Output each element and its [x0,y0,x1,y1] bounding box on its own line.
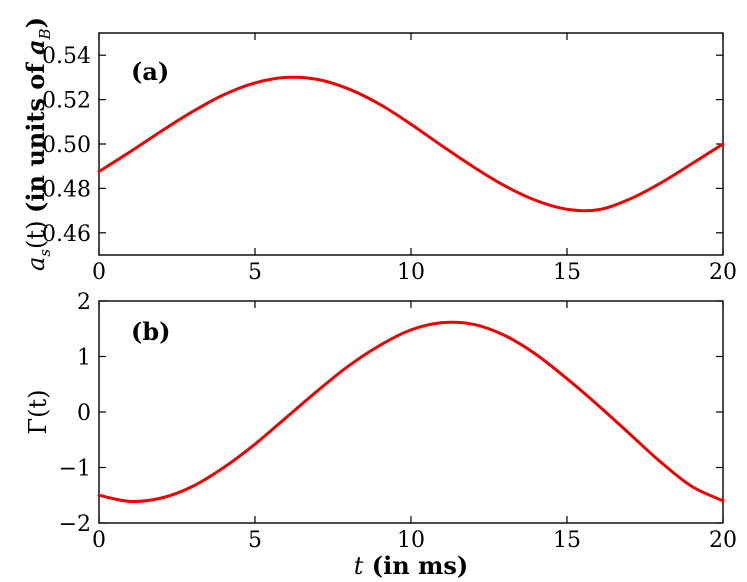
panel-b-label: (b) [131,317,171,346]
x-tick-label: 15 [553,528,581,553]
xlabel-var: t [354,552,364,580]
ylabel-a-bold: (in units of [21,55,50,213]
y-tick-label: 0.46 [42,222,91,247]
y-tick-label: 0.50 [42,133,91,158]
panel-b-series-line [97,320,725,503]
x-tick-label: 10 [397,260,425,285]
xlabel-rest: (in ms) [363,551,468,580]
y-tick-label: −2 [59,512,91,537]
panel-b-frame [98,300,724,524]
panel-a-ticks: 0 5 10 15 20 0.46 0.48 0.50 0.52 0.54 [42,33,737,285]
y-tick-label: 0.54 [42,44,91,69]
x-tick-label: 5 [248,260,262,285]
ylabel-a-close: ) [21,17,50,28]
ylabel-a-var2: a [21,39,50,55]
y-tick-label: 1 [77,346,91,371]
panel-a: 0 5 10 15 200.460.480.500.520.54 (a) as(t) (… [21,17,737,285]
x-tick-label: 5 [248,528,262,553]
x-tick-label: 0 [92,528,106,553]
panel-b: 0 5 10 15 20 −2 −1 0 1 2 (b) Γ(t) t (in ms) [24,290,737,580]
ylabel-a-sub: s [36,249,54,257]
panel-a-ylabel: as(t) (in units of aB) [21,17,54,271]
ylabel-a-var: a [22,257,50,271]
y-tick-label: −1 [59,457,91,482]
y-tick-label: 2 [77,290,91,315]
y-tick-label: 0.52 [42,89,91,114]
panel-a-label: (a) [131,57,169,86]
panel-b-xlabel: t (in ms) [354,551,469,580]
panel-a-frame [98,32,724,256]
panel-b-ylabel: Γ(t) [24,389,52,434]
x-tick-label: 10 [397,528,425,553]
x-tick-label: 20 [709,260,737,285]
x-tick-label: 0 [92,260,106,285]
ylabel-a-arg: (t) [22,213,50,249]
x-tick-label: 15 [553,260,581,285]
y-tick-label: 0 [77,401,91,426]
panel-a-series-line [97,75,725,213]
panel-b-ticks: 0 5 10 15 20 −2 −1 0 1 2 [59,290,737,553]
y-tick-label: 0.48 [42,177,91,202]
x-tick-label: 20 [709,528,737,553]
ylabel-a-sub2: B [36,28,54,40]
